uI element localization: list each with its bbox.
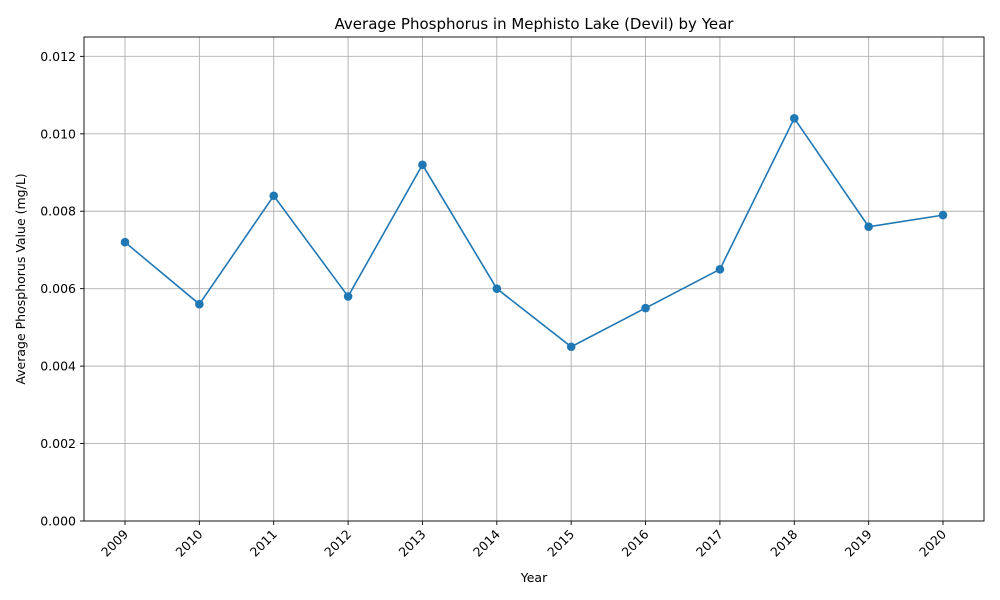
chart-title: Average Phosphorus in Mephisto Lake (Dev… <box>335 15 735 33</box>
data-point <box>343 292 353 301</box>
x-tick-label: 2011 <box>247 527 280 560</box>
data-point <box>566 342 576 352</box>
y-axis: 0.000 0.002 0.004 0.006 0.008 0.010 0.012 <box>40 49 84 529</box>
x-tick-label: 2019 <box>842 526 875 559</box>
data-point <box>938 210 948 220</box>
data-point <box>864 222 873 232</box>
data-point <box>195 299 204 309</box>
series-group <box>120 114 948 352</box>
data-point <box>641 303 650 313</box>
data-point <box>418 160 427 170</box>
x-tick-label: 2010 <box>172 526 205 559</box>
plot-frame <box>83 36 985 522</box>
y-axis-label: Average Phosphorus Value (mg/L) <box>13 173 28 384</box>
x-axis-label: Year <box>520 570 548 585</box>
data-point <box>120 237 130 247</box>
data-point <box>269 191 279 201</box>
x-tick-label: 2013 <box>395 527 428 560</box>
y-tick-label: 0.012 <box>40 49 76 64</box>
y-tick-label: 0.004 <box>40 359 76 374</box>
x-tick-label: 2015 <box>544 527 577 560</box>
x-axis: 2009 2010 2011 2012 2013 2014 2015 2016 2017 2018… <box>98 521 949 560</box>
x-tick-label: 2020 <box>916 526 949 559</box>
y-tick-label: 0.000 <box>40 514 76 529</box>
y-tick-label: 0.002 <box>40 436 76 451</box>
y-tick-label: 0.006 <box>40 281 76 296</box>
y-tick-label: 0.010 <box>40 126 76 141</box>
x-tick-label: 2009 <box>98 526 131 559</box>
series-line <box>124 116 944 348</box>
data-point <box>715 265 725 274</box>
y-tick-label: 0.008 <box>40 204 76 219</box>
data-point <box>492 284 502 293</box>
x-tick-label: 2016 <box>619 526 652 559</box>
grid <box>84 37 984 522</box>
x-tick-label: 2014 <box>470 526 503 559</box>
x-tick-label: 2017 <box>693 527 726 560</box>
data-point <box>789 114 799 123</box>
x-tick-label: 2012 <box>321 527 354 560</box>
x-tick-label: 2018 <box>767 526 800 559</box>
